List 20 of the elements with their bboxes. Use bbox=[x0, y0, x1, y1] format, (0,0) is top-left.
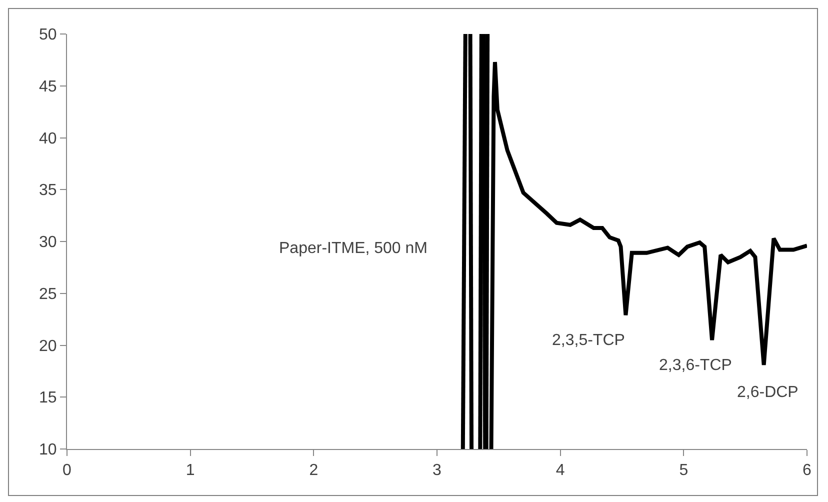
x-tick-label: 6 bbox=[802, 462, 812, 480]
x-tick-label: 4 bbox=[556, 462, 565, 480]
y-tick-label: 15 bbox=[39, 390, 57, 407]
x-tick-label: 1 bbox=[186, 462, 195, 480]
x-tick-label: 3 bbox=[432, 462, 442, 480]
y-tick-label: 20 bbox=[39, 338, 57, 355]
annotation: 2,6-DCP bbox=[737, 384, 798, 401]
y-tick-label: 40 bbox=[39, 130, 57, 148]
y-tick-label: 25 bbox=[39, 286, 57, 303]
x-tick-label: 5 bbox=[679, 462, 688, 480]
annotation: 2,3,5-TCP bbox=[552, 332, 625, 349]
x-tick-label: 0 bbox=[62, 462, 72, 480]
y-tick-label: 30 bbox=[39, 234, 57, 252]
y-tick-label: 50 bbox=[39, 26, 57, 44]
y-tick-label: 10 bbox=[39, 442, 57, 459]
annotation: Paper-ITME, 500 nM bbox=[279, 240, 428, 257]
y-tick-label: 45 bbox=[39, 78, 57, 96]
annotation: 2,3,6-TCP bbox=[659, 357, 732, 374]
x-tick-label: 2 bbox=[309, 462, 318, 480]
y-tick-label: 35 bbox=[39, 182, 57, 200]
